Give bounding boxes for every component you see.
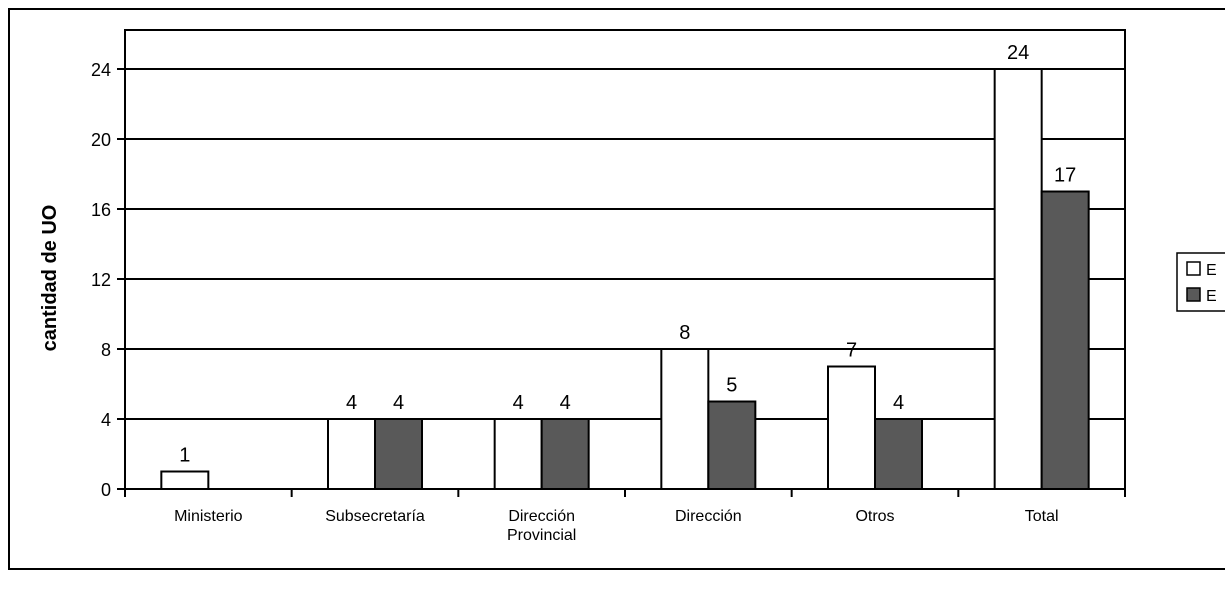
data-label: 4 <box>513 392 524 414</box>
legend-box <box>1176 252 1225 312</box>
legend-label: E <box>1206 288 1217 305</box>
x-tick-label: Dirección Provincial <box>507 508 576 544</box>
data-label: 17 <box>1054 165 1076 187</box>
y-tick-label: 0 <box>101 480 111 500</box>
y-tick-label: 20 <box>91 130 111 150</box>
data-label: 24 <box>1007 42 1029 64</box>
data-label: 4 <box>346 392 357 414</box>
legend: EE <box>1176 252 1225 312</box>
bar <box>874 418 923 490</box>
bar <box>1040 190 1090 490</box>
bar <box>493 418 543 490</box>
legend-swatch <box>1186 261 1201 276</box>
x-tick-label: Ministerio <box>174 508 243 525</box>
y-tick-label: 12 <box>91 270 111 290</box>
y-tick-label: 24 <box>91 60 111 80</box>
data-label: 4 <box>393 392 404 414</box>
x-tick-label: Total <box>1025 508 1059 525</box>
data-label: 4 <box>560 392 571 414</box>
bar <box>660 348 710 490</box>
data-label: 8 <box>679 322 690 344</box>
x-tick-label: Dirección <box>675 508 742 525</box>
data-label: 5 <box>726 375 737 397</box>
data-label: 7 <box>846 340 857 362</box>
bar <box>707 400 757 490</box>
bar <box>327 418 376 490</box>
legend-swatch <box>1186 287 1201 302</box>
bar <box>160 470 210 490</box>
y-tick-label: 4 <box>101 410 111 430</box>
y-tick-label: 8 <box>101 340 111 360</box>
bar <box>540 418 590 490</box>
data-label: 4 <box>893 392 904 414</box>
legend-label: E <box>1206 262 1217 279</box>
bar <box>993 68 1043 490</box>
data-label: 1 <box>179 445 190 467</box>
x-tick-label: Otros <box>855 508 894 525</box>
y-tick-label: 16 <box>91 200 111 220</box>
x-tick-label: Subsecretaría <box>325 508 425 525</box>
bar <box>374 418 423 490</box>
y-axis-title: cantidad de UO <box>39 205 61 352</box>
bar <box>827 365 876 490</box>
